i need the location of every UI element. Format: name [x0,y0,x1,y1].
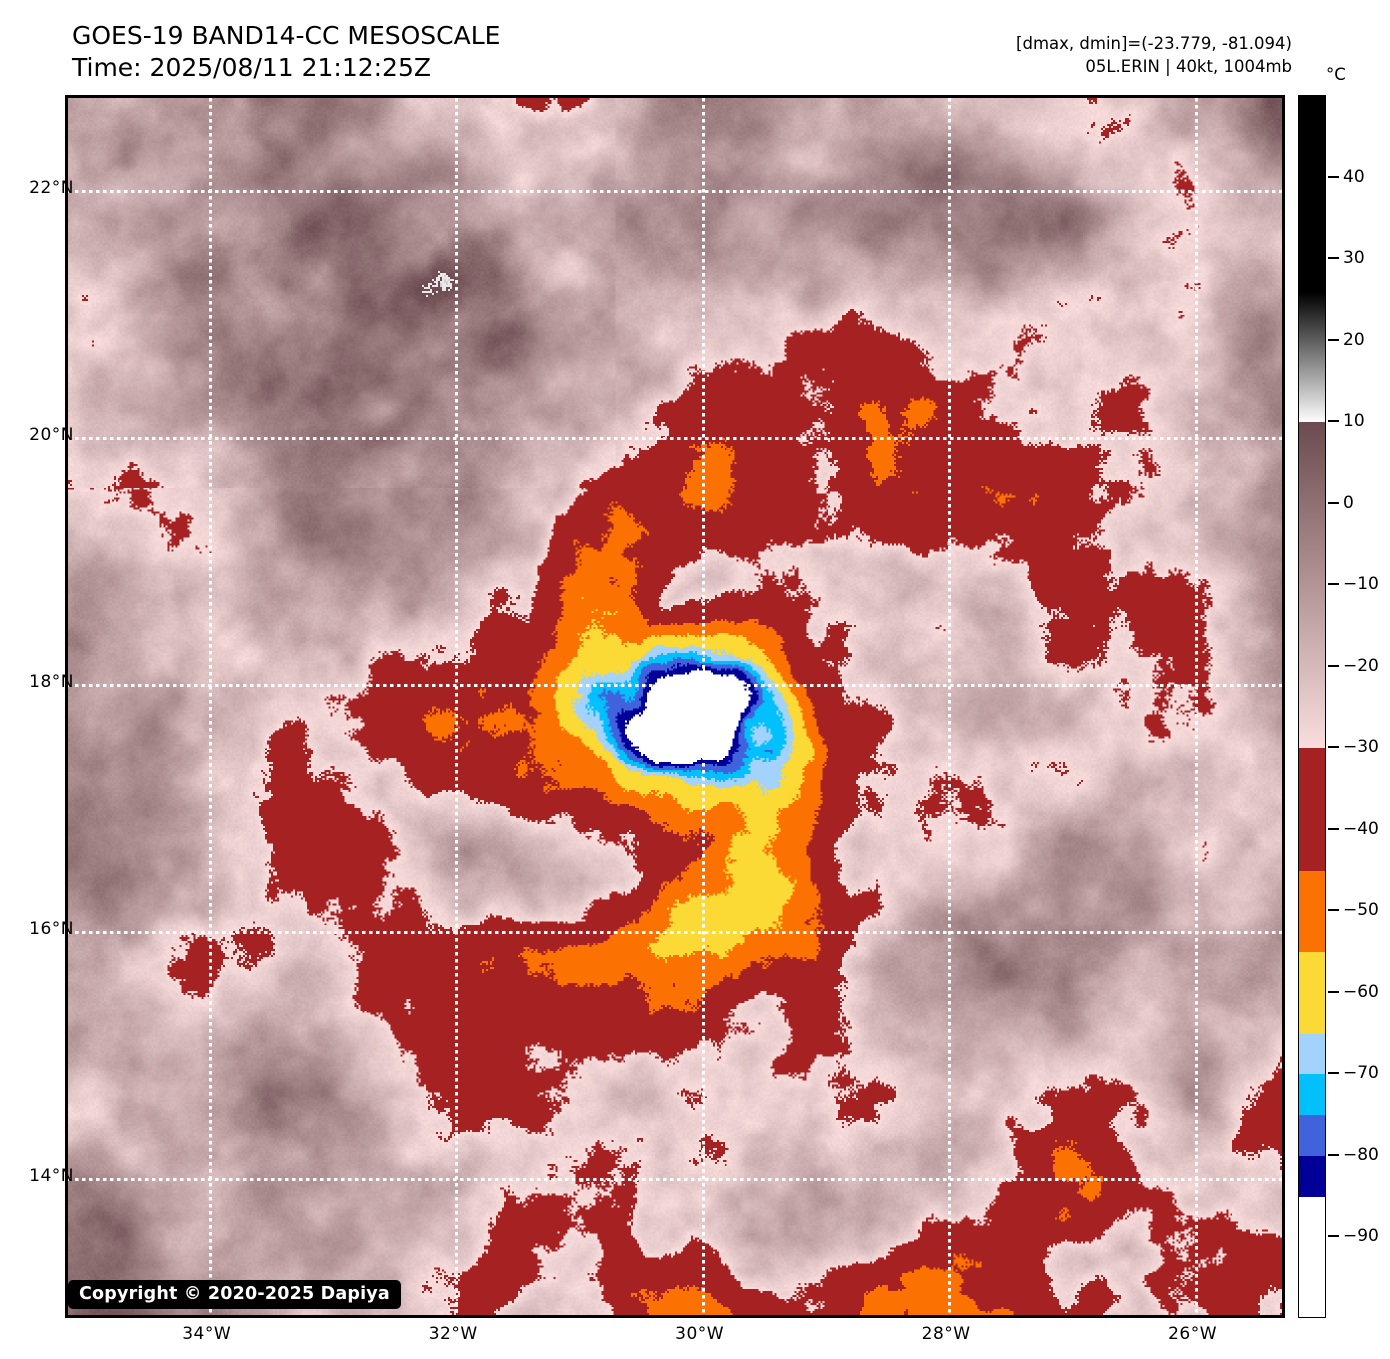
storm-info-text: 05L.ERIN | 40kt, 1004mb [1085,57,1292,77]
colorbar-tick-label: 40 [1343,166,1365,187]
colorbar-segment [1299,1033,1325,1075]
colorbar-segment [1299,1155,1325,1198]
colorbar-tick-label: −80 [1343,1144,1379,1165]
latitude-tick-label: 18°N [29,671,74,692]
colorbar-segment [1299,870,1325,953]
colorbar-tick-label: −90 [1343,1226,1379,1247]
colorbar-segment [1299,1196,1325,1317]
colorbar-tick-mark [1328,501,1339,504]
colorbar-tick-mark [1328,909,1339,912]
colorbar-units-label: °C [1326,65,1346,84]
colorbar-tick-mark [1328,1153,1339,1156]
colorbar-tick-label: 30 [1343,248,1365,269]
colorbar-segment [1299,748,1325,872]
colorbar-tick-label: 20 [1343,329,1365,350]
colorbar-tick-mark [1328,990,1339,993]
colorbar-tick-mark [1328,746,1339,749]
colorbar-tick-mark [1328,1235,1339,1238]
colorbar-tick-label: 0 [1343,492,1354,513]
colorbar-tick-label: −30 [1343,737,1379,758]
colorbar-tick-mark [1328,664,1339,667]
colorbar-tick-label: −20 [1343,655,1379,676]
page-title: GOES-19 BAND14-CC MESOSCALE Time: 2025/0… [72,20,500,84]
copyright-watermark: Copyright © 2020-2025 Dapiya [68,1280,401,1309]
colorbar-tick-mark [1328,827,1339,830]
title-text: GOES-19 BAND14-CC MESOSCALE [72,21,501,50]
colorbar-tick-mark [1328,257,1339,260]
colorbar-segment [1299,422,1325,749]
colorbar-tick-mark [1328,583,1339,586]
longitude-tick-label: 28°W [921,1324,971,1344]
satellite-imagery-canvas [68,98,1282,1315]
time-text: Time: 2025/08/11 21:12:25Z [72,53,431,82]
colorbar-tick-label: −40 [1343,818,1379,839]
colorbar-tick-label: −10 [1343,574,1379,595]
colorbar-tick-label: −60 [1343,981,1379,1002]
colorbar-tick-mark [1328,338,1339,341]
latitude-tick-label: 22°N [29,177,74,198]
longitude-tick-label: 30°W [675,1324,725,1344]
latitude-tick-label: 16°N [29,918,74,939]
metadata-block: [dmax, dmin]=(-23.779, -81.094) 05L.ERIN… [1016,32,1292,79]
colorbar-segment [1299,1115,1325,1157]
colorbar-segment [1299,96,1325,293]
colorbar-tick-label: 10 [1343,411,1365,432]
colorbar [1298,95,1326,1318]
colorbar-tick-mark [1328,175,1339,178]
colorbar-segment [1299,291,1325,423]
longitude-tick-label: 32°W [428,1324,478,1344]
colorbar-tick-label: −50 [1343,900,1379,921]
longitude-tick-label: 26°W [1168,1324,1218,1344]
colorbar-segment [1299,1074,1325,1116]
satellite-map[interactable] [65,95,1285,1318]
latitude-tick-label: 14°N [29,1165,74,1186]
longitude-tick-label: 34°W [182,1324,232,1344]
colorbar-tick-mark [1328,420,1339,423]
colorbar-tick-label: −70 [1343,1063,1379,1084]
colorbar-segment [1299,952,1325,1035]
latitude-tick-label: 20°N [29,424,74,445]
dmax-dmin-text: [dmax, dmin]=(-23.779, -81.094) [1016,34,1292,53]
colorbar-tick-mark [1328,1072,1339,1075]
